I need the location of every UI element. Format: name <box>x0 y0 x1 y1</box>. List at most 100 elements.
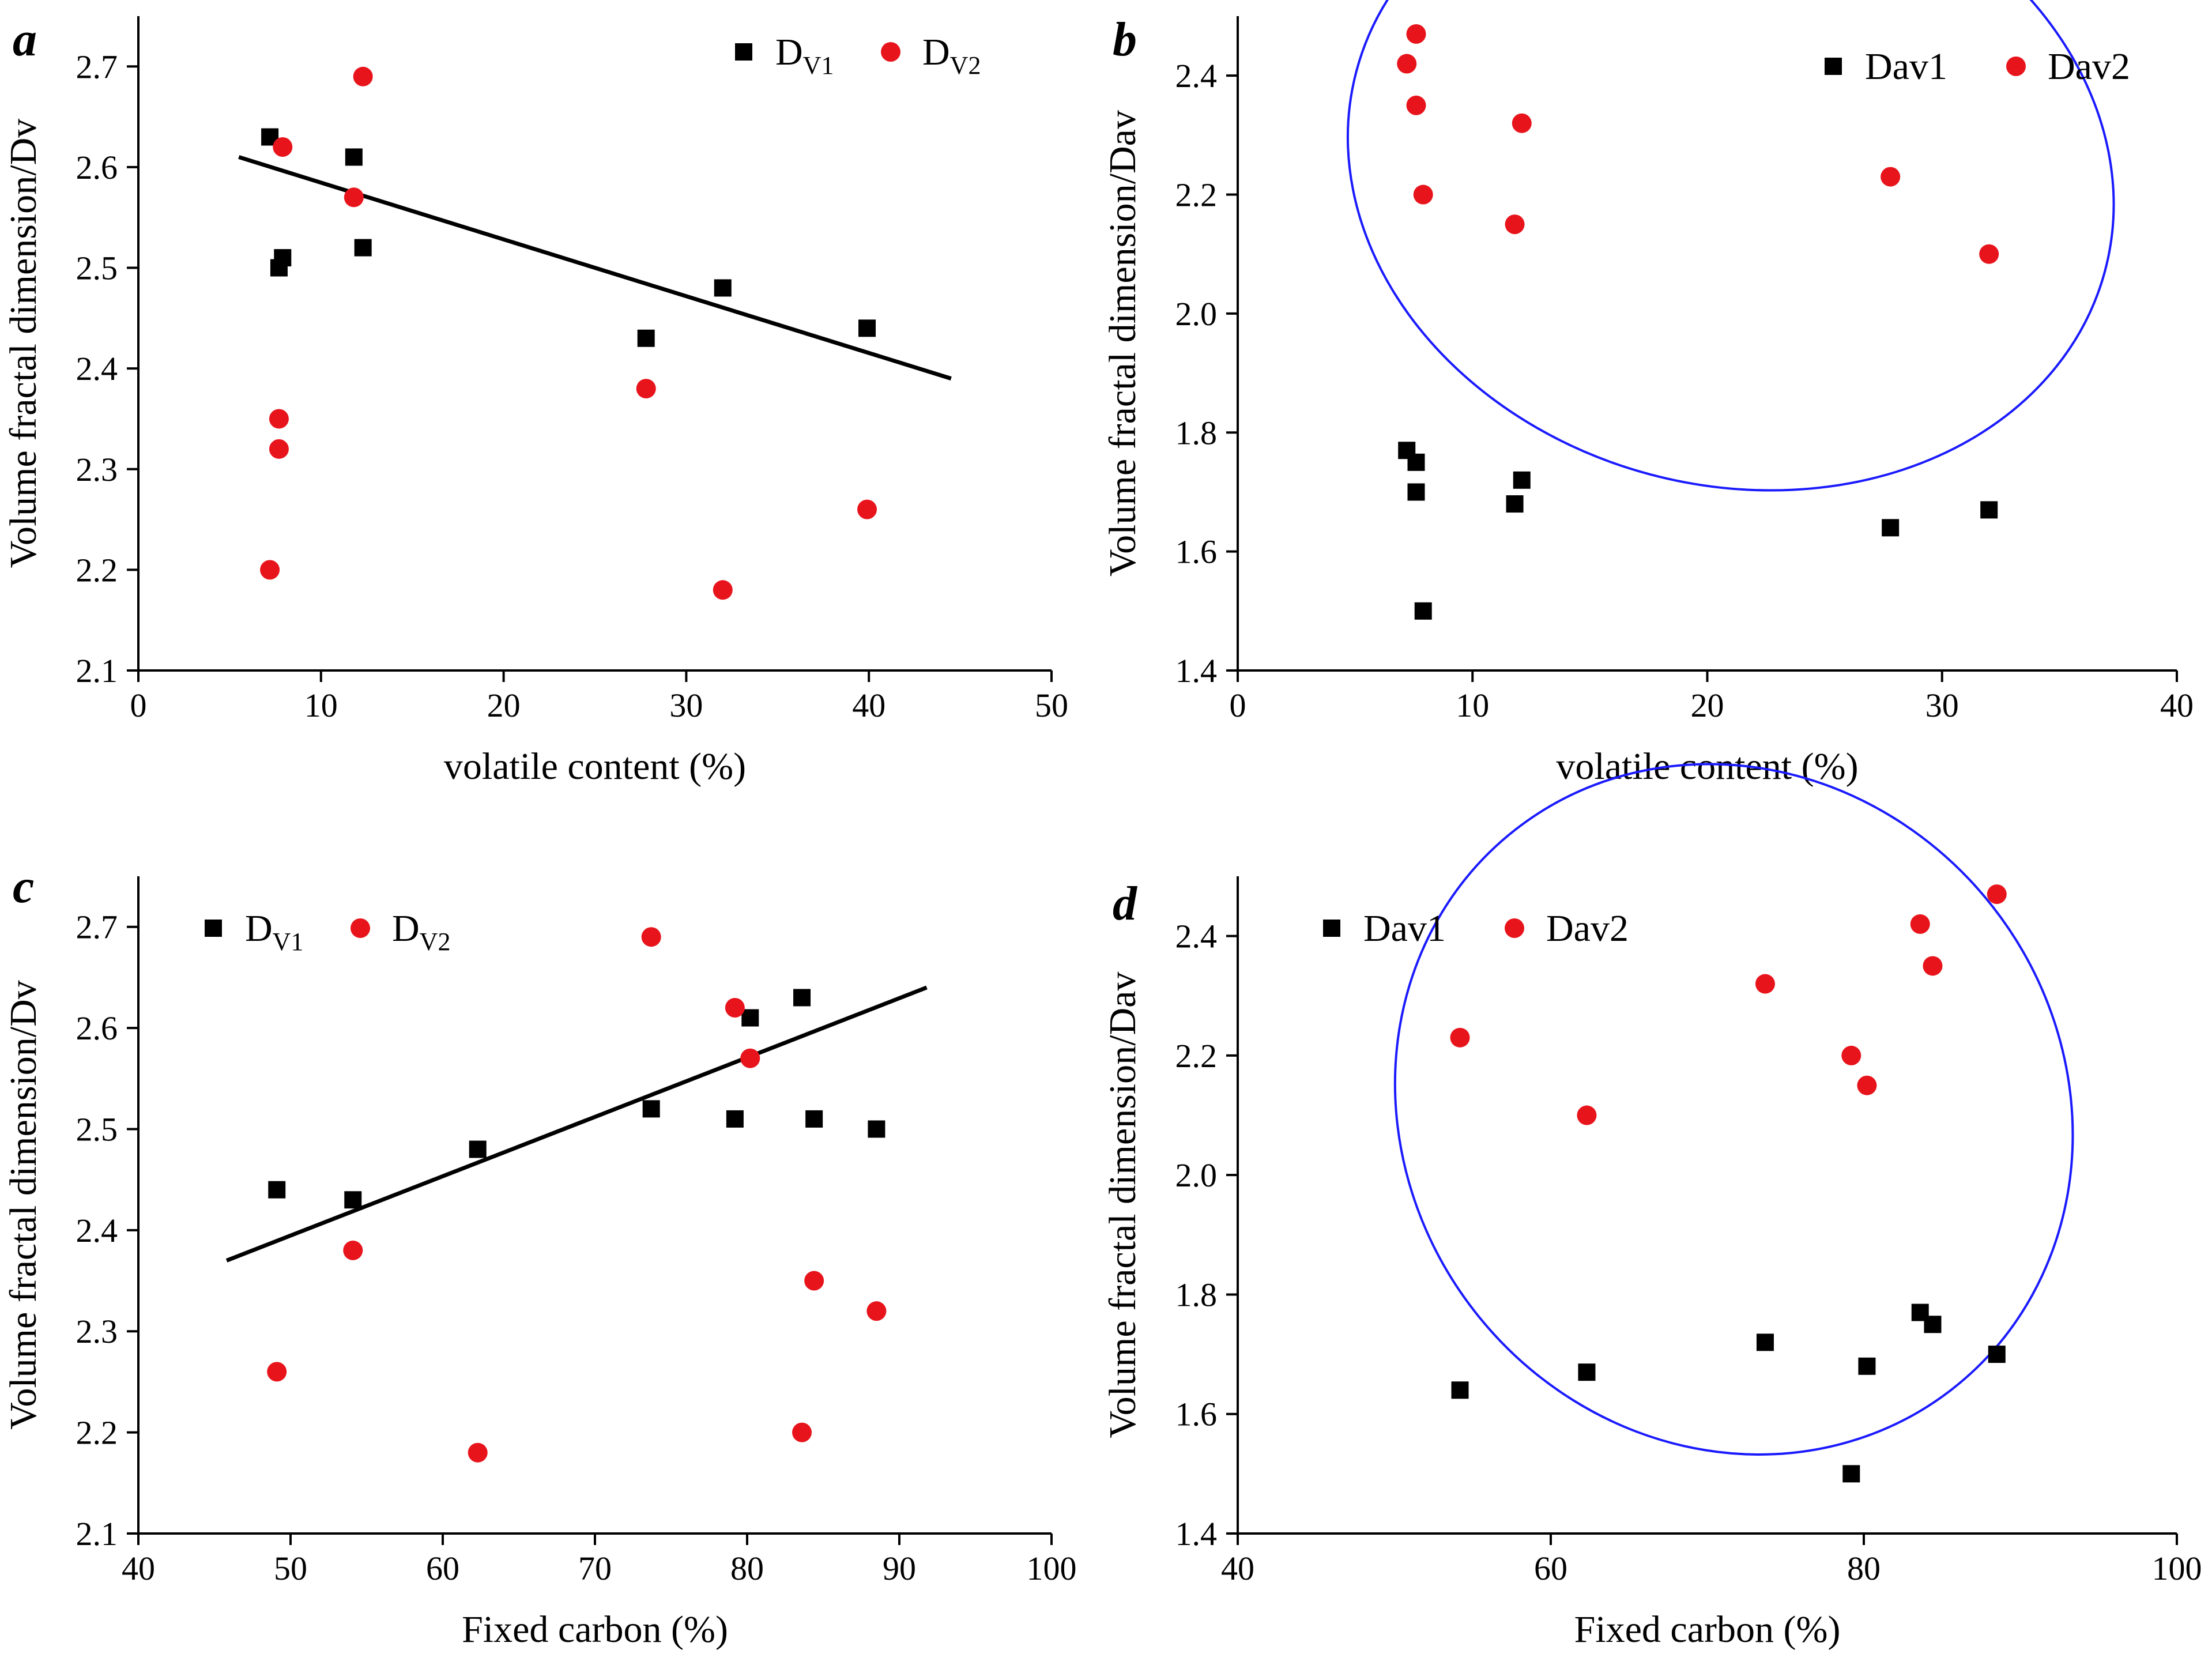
panel-d: 40 60 80 100 1.4 1.6 1.8 2.0 2.2 2.4 Fixed carbon … <box>1102 763 2202 1651</box>
y-axis-title: Volume fractal dimension/Dv <box>2 980 44 1430</box>
data-point-dv1 <box>793 989 811 1007</box>
y-tick-label: 2.2 <box>1175 176 1218 214</box>
y-tick-label: 2.3 <box>76 1313 118 1350</box>
data-point-dv1 <box>354 239 372 257</box>
data-point-dav2 <box>1512 113 1532 133</box>
data-point-dv2 <box>468 1442 488 1463</box>
legend-label: Dav1 <box>1363 907 1446 950</box>
data-point-dav2 <box>1979 244 1999 264</box>
legend-marker <box>735 43 752 61</box>
data-point-dv2 <box>260 560 280 580</box>
x-axis-title: volatile content (%) <box>444 745 746 788</box>
data-point-dav2 <box>1841 1045 1861 1065</box>
legend-marker <box>1825 58 1842 75</box>
panel-letter: c <box>13 860 34 913</box>
data-point-dv2 <box>804 1271 824 1291</box>
data-point-dav2 <box>1406 24 1426 44</box>
x-tick-label: 40 <box>122 1550 155 1587</box>
data-point-dv2 <box>267 1362 287 1382</box>
data-point-dav2 <box>1505 214 1525 235</box>
data-point-dav1 <box>1980 501 1998 519</box>
x-tick-label: 100 <box>1027 1550 1077 1587</box>
legend-marker <box>1505 918 1524 938</box>
trendline <box>225 985 928 1263</box>
y-tick-label: 2.6 <box>76 149 118 186</box>
data-point-dav2 <box>1406 95 1426 115</box>
x-tick-label: 100 <box>2152 1550 2202 1587</box>
y-tick-label: 2.2 <box>76 1414 118 1452</box>
data-point-dv1 <box>274 249 292 267</box>
y-tick-label: 2.1 <box>76 1515 118 1553</box>
legend-marker <box>881 42 900 62</box>
y-tick-label: 2.5 <box>76 1110 118 1148</box>
data-point-dv1 <box>805 1110 823 1128</box>
x-tick-label: 40 <box>852 687 885 724</box>
data-point-dv1 <box>345 148 363 166</box>
data-point-dv2 <box>866 1301 887 1321</box>
data-point-dav1 <box>1924 1316 1942 1333</box>
data-point-dv1 <box>469 1140 487 1158</box>
y-tick-label: 2.4 <box>1175 918 1218 955</box>
y-axis-title: Volume fractal dimension/Dav <box>1102 110 1144 577</box>
legend-marker <box>1323 920 1340 937</box>
x-axis-title: Fixed carbon (%) <box>1574 1608 1841 1651</box>
y-tick-label: 2.2 <box>1175 1037 1218 1075</box>
y-axis-title: Volume fractal dimension/Dav <box>1102 972 1144 1438</box>
data-point-dav1 <box>1882 519 1900 537</box>
data-point-dv2 <box>725 998 745 1018</box>
x-tick-label: 20 <box>1691 687 1724 724</box>
legend-label: DV1 <box>245 907 303 956</box>
x-tick-label: 10 <box>304 687 338 724</box>
panel-letter: b <box>1113 13 1137 66</box>
y-tick-label: 2.7 <box>76 909 118 946</box>
x-tick-label: 80 <box>1847 1550 1881 1587</box>
y-tick-label: 2.5 <box>76 250 118 287</box>
data-point-dv1 <box>726 1110 744 1128</box>
x-tick-label: 50 <box>274 1550 307 1587</box>
y-tick-label: 2.7 <box>76 48 118 85</box>
data-point-dav1 <box>1506 495 1524 513</box>
x-tick-label: 20 <box>487 687 521 724</box>
y-tick-label: 1.4 <box>1175 652 1218 690</box>
legend-label: Dav2 <box>2048 46 2130 88</box>
data-point-dav1 <box>1407 483 1425 501</box>
y-axis-title: Volume fractal dimension/Dv <box>2 119 44 568</box>
data-point-dav1 <box>1842 1465 1860 1483</box>
x-tick-label: 50 <box>1035 687 1068 724</box>
data-point-dav2 <box>1450 1027 1470 1048</box>
x-tick-label: 70 <box>578 1550 612 1587</box>
data-point-dv2 <box>713 580 733 600</box>
x-tick-label: 40 <box>1221 1550 1254 1587</box>
x-axis-title: Fixed carbon (%) <box>462 1608 728 1651</box>
data-point-dv2 <box>343 1240 363 1260</box>
y-tick-label: 2.4 <box>1175 57 1218 95</box>
x-tick-label: 80 <box>730 1550 764 1587</box>
data-point-dav2 <box>1910 914 1930 934</box>
data-point-dv1 <box>642 1100 660 1118</box>
legend-marker <box>2006 56 2026 76</box>
y-tick-label: 2.0 <box>1175 295 1218 333</box>
y-tick-label: 1.4 <box>1175 1515 1218 1553</box>
data-point-dav1 <box>1451 1381 1469 1399</box>
y-tick-label: 2.6 <box>76 1009 118 1047</box>
x-tick-label: 60 <box>426 1550 459 1587</box>
data-point-dv2 <box>269 439 289 459</box>
data-point-dv1 <box>858 319 876 337</box>
data-point-dav1 <box>1988 1346 2006 1363</box>
data-point-dv2 <box>641 927 661 947</box>
y-tick-label: 2.4 <box>76 1212 118 1249</box>
data-point-dav2 <box>1881 167 1901 187</box>
y-tick-label: 2.4 <box>76 350 118 387</box>
data-point-dv1 <box>741 1009 759 1027</box>
highlight-ellipse <box>1347 0 2115 492</box>
x-tick-label: 90 <box>883 1550 916 1587</box>
highlight-ellipse <box>1393 763 2074 1456</box>
panel-letter: d <box>1113 877 1138 930</box>
legend-label: DV2 <box>922 31 981 80</box>
data-point-dav2 <box>1413 184 1433 205</box>
y-tick-label: 1.8 <box>1175 1276 1218 1313</box>
y-tick-label: 2.1 <box>76 652 118 690</box>
data-point-dv2 <box>740 1048 760 1068</box>
